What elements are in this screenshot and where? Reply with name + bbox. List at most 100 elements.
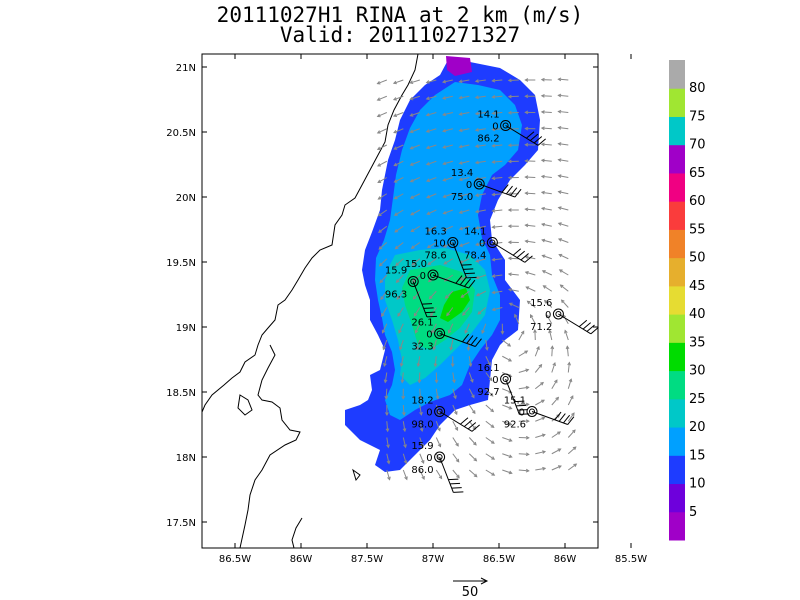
wind-arrow-head <box>491 111 496 116</box>
wind-arrow-head <box>541 433 546 438</box>
wind-arrow-head <box>524 223 529 228</box>
wind-arrow-head <box>508 470 513 475</box>
wind-arrow <box>419 404 422 415</box>
station-mid-value: 0 <box>492 122 498 133</box>
wind-arrow <box>427 209 437 215</box>
wind-arrow <box>443 177 453 181</box>
wind-arrow <box>452 372 455 383</box>
wind-arrow-head <box>426 228 431 232</box>
wind-arrow-head <box>507 175 512 180</box>
wind-arrow <box>459 209 470 214</box>
wind-arrow-head <box>376 130 381 134</box>
wind-arrow <box>452 388 457 399</box>
wind-arrow-head <box>473 441 477 446</box>
colorbar-swatch <box>669 172 685 202</box>
wind-arrow <box>442 112 453 116</box>
field-10-patch <box>446 56 472 76</box>
station-ring <box>486 237 498 248</box>
wind-arrow-head <box>458 210 463 214</box>
wind-arrow <box>475 95 486 99</box>
wind-arrow-head <box>487 362 491 367</box>
wind-arrow <box>477 307 487 315</box>
wind-arrow-head <box>425 112 430 117</box>
longitude-labels: 86.5W 86W 87.5W 87W 86.5W 86W 85.5W <box>219 554 647 565</box>
wind-arrow <box>558 94 569 97</box>
wind-arrow-head <box>507 272 512 277</box>
wind-arrow <box>567 429 576 438</box>
wind-arrow <box>485 404 494 412</box>
wind-barb-flag <box>524 255 533 263</box>
wind-arrow-head <box>442 194 447 198</box>
station-bottom-value: 98.0 <box>411 420 433 431</box>
wind-arrow-head <box>442 112 447 117</box>
wind-arrow <box>560 284 569 292</box>
wind-arrow-head <box>525 385 530 390</box>
wind-arrow-head <box>412 295 417 300</box>
wind-arrow <box>410 128 420 133</box>
wind-arrow <box>492 290 503 294</box>
wind-arrow <box>492 209 503 212</box>
wind-arrow-head <box>378 246 383 250</box>
map-valid-time: Valid: 201110271327 <box>279 23 521 47</box>
wind-arrow-head <box>508 405 513 410</box>
station-ring <box>427 269 439 281</box>
lat-label: 18.5N <box>166 388 196 399</box>
wind-barb-flag <box>516 250 525 258</box>
wind-arrow-head <box>524 271 529 275</box>
station-bottom-value: 78.6 <box>425 251 447 262</box>
wind-arrow-head <box>392 97 397 101</box>
wind-arrow <box>459 258 470 264</box>
wind-arrow-head <box>442 161 447 166</box>
wind-arrow-head <box>377 196 382 200</box>
wind-arrow <box>377 160 388 167</box>
wind-arrow <box>541 223 552 227</box>
wind-arrow <box>426 193 437 199</box>
station-ring-inner <box>502 122 509 129</box>
wind-arrow <box>541 143 552 146</box>
wind-arrow <box>442 128 453 132</box>
wind-barb-flag <box>526 131 535 139</box>
wind-arrow <box>508 288 519 292</box>
wind-arrow-head <box>402 428 407 433</box>
lon-label: 86W <box>290 554 313 565</box>
wind-arrow-head <box>557 238 562 242</box>
wind-arrow <box>485 356 491 366</box>
wind-arrow <box>558 238 569 243</box>
wind-arrow <box>492 128 503 131</box>
wind-arrow <box>443 144 453 149</box>
wind-arrow <box>475 242 486 246</box>
wind-arrow <box>382 339 388 350</box>
wind-arrow-head <box>379 279 384 284</box>
colorbar-label: 45 <box>689 279 706 294</box>
station-top-value: 15.6 <box>530 298 552 309</box>
colorbar-swatch <box>669 370 685 400</box>
wind-arrow <box>393 112 404 117</box>
wind-arrow-head <box>491 225 496 229</box>
wind-arrow-head <box>507 343 512 347</box>
colorbar-label: 25 <box>689 392 706 407</box>
wind-barb-shaft <box>439 456 454 493</box>
wind-barb-flag <box>512 248 522 256</box>
wind-arrow-head <box>395 279 400 284</box>
wind-barb-shaft <box>505 378 520 415</box>
wind-arrow <box>459 95 470 99</box>
wind-arrow-head <box>524 207 529 212</box>
wind-arrow-head <box>409 113 414 117</box>
wind-arrow <box>394 193 404 200</box>
wind-arrow-head <box>431 329 435 334</box>
wind-arrow-head <box>395 262 399 267</box>
wind-arrow <box>467 339 470 350</box>
wind-arrow-head <box>386 444 390 449</box>
station-ring <box>407 276 419 287</box>
wind-arrow-head <box>458 144 463 149</box>
wind-arrow <box>541 191 552 195</box>
wind-arrow-head <box>411 262 416 266</box>
wind-arrow-head <box>474 209 479 214</box>
wind-arrow <box>485 453 495 460</box>
wind-arrow <box>492 112 503 114</box>
wind-arrow <box>561 299 569 308</box>
colorbar-label: 55 <box>689 222 706 237</box>
wind-arrow <box>393 144 404 150</box>
